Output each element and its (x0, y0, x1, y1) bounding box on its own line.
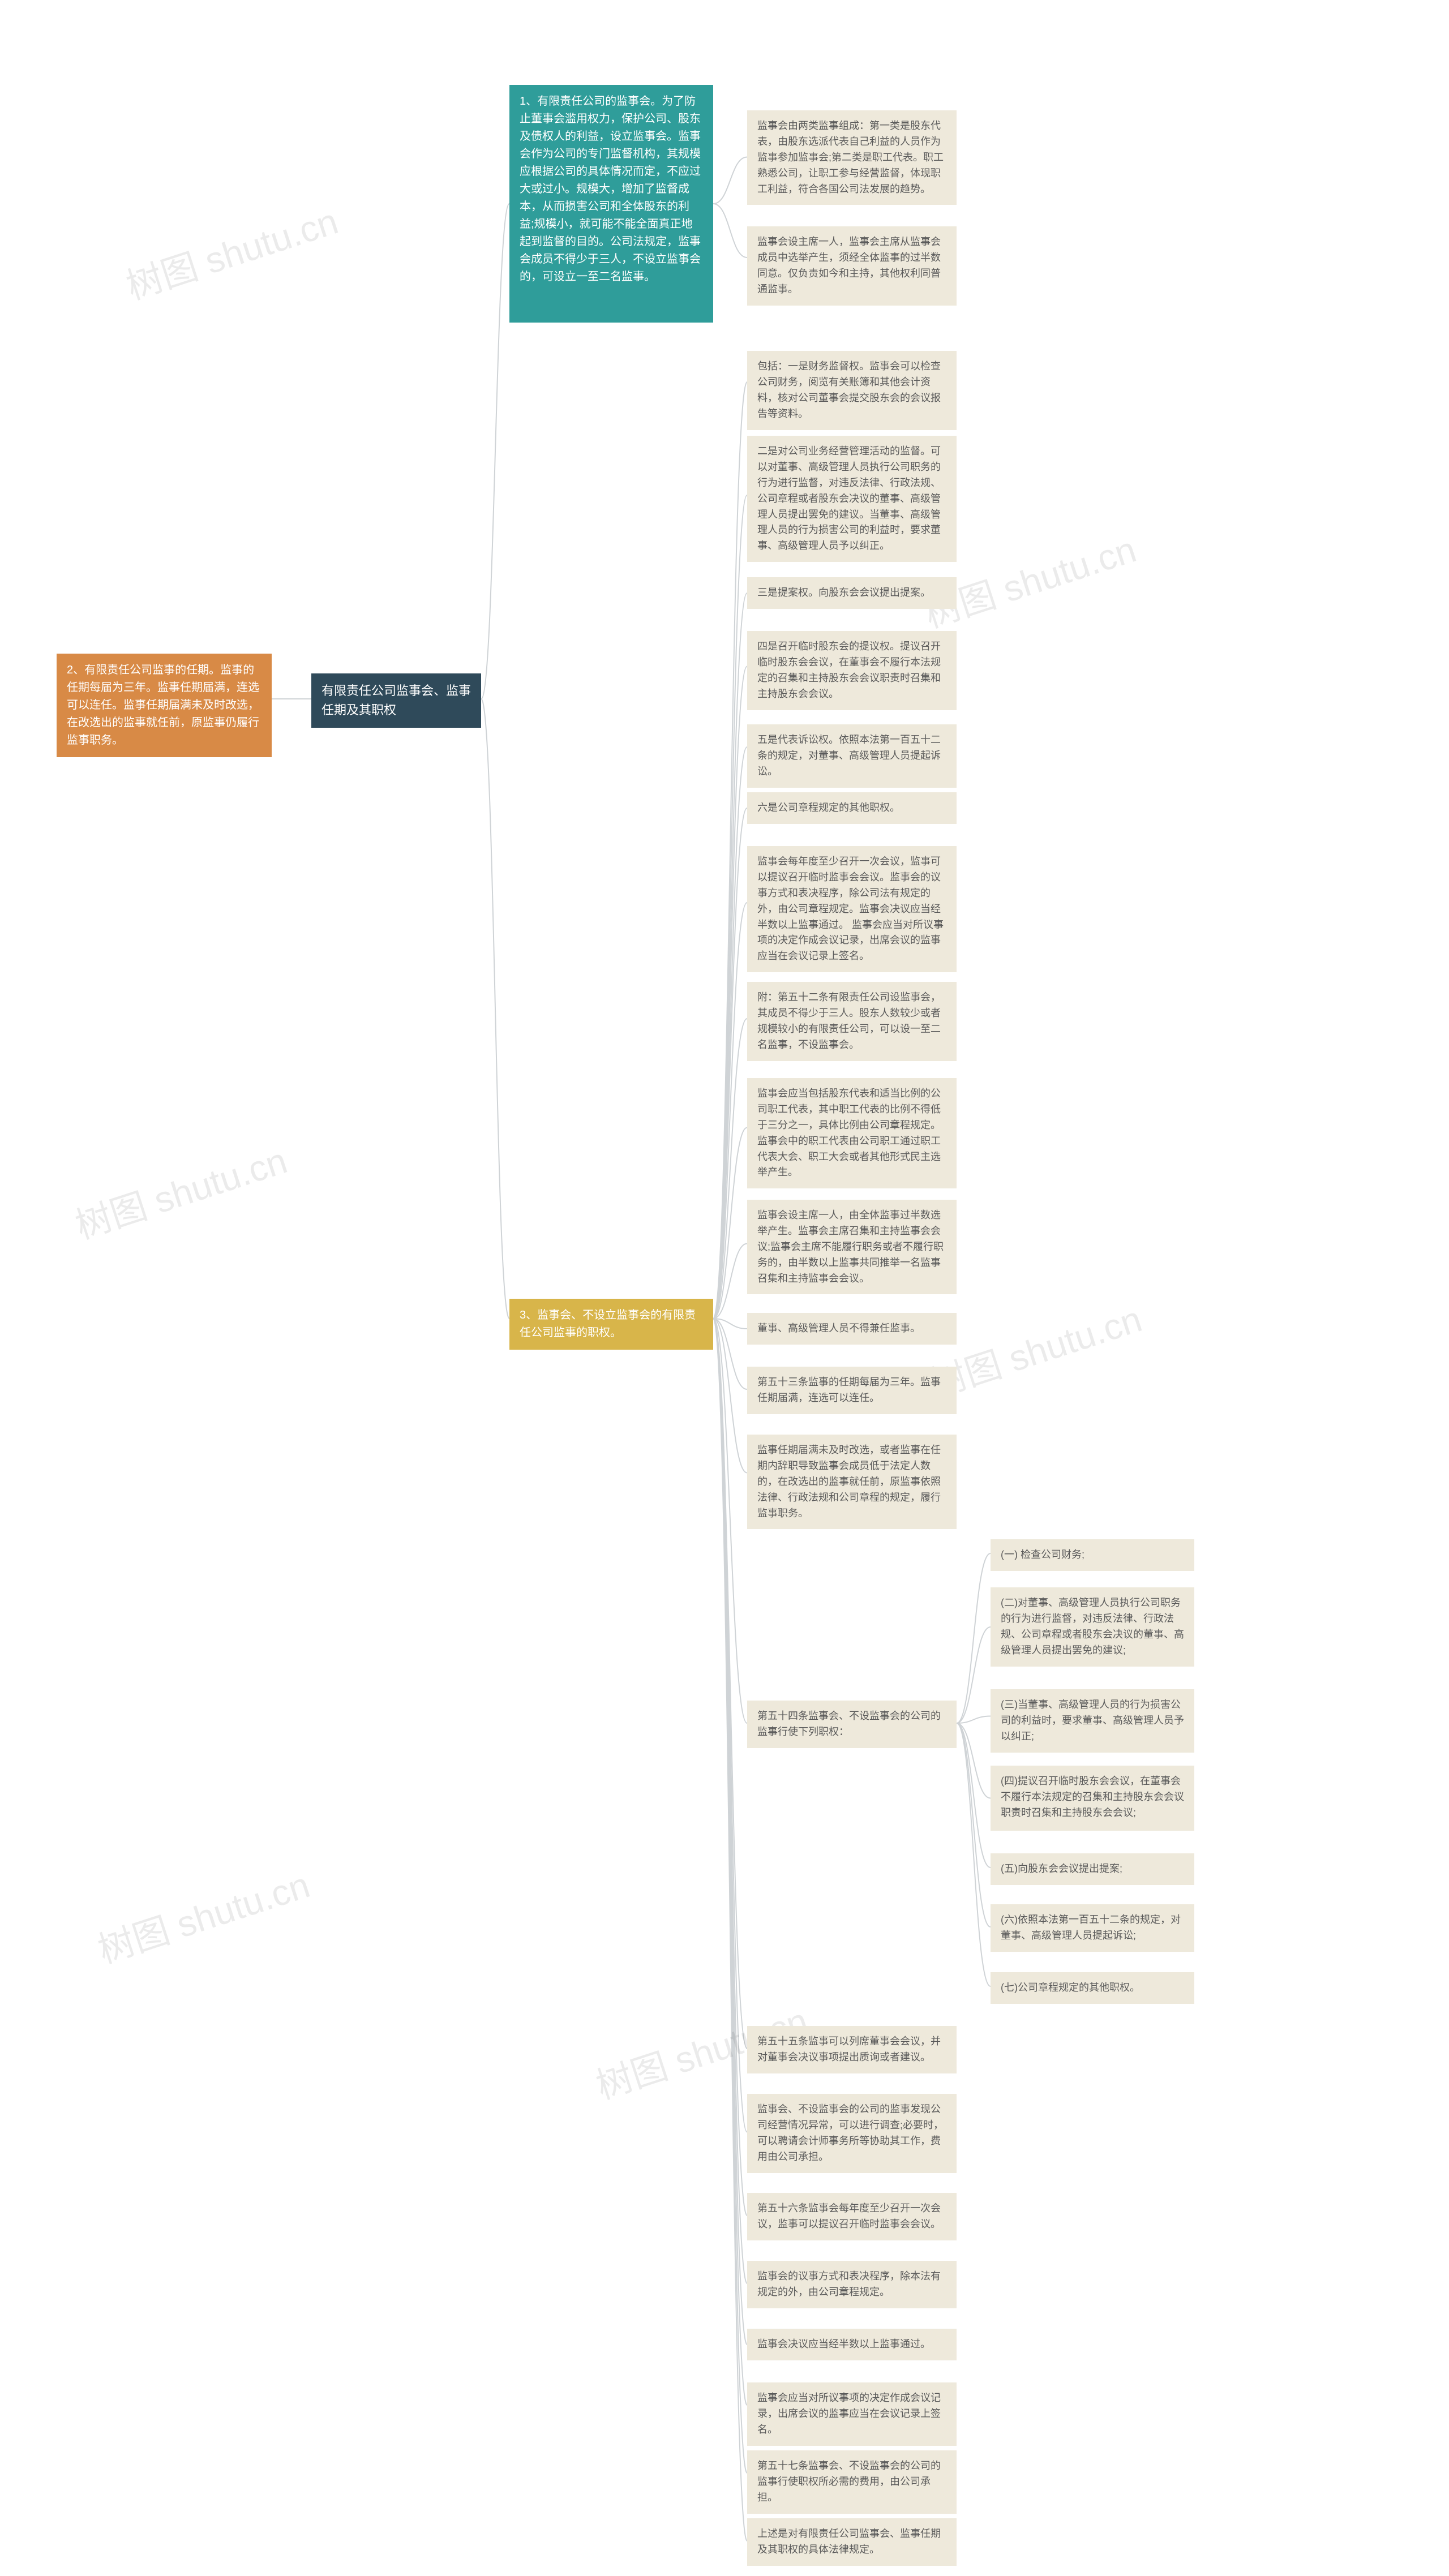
leaf-node-c21[interactable]: 第五十七条监事会、不设监事会的公司的监事行使职权所必需的费用，由公司承担。 (747, 2450, 957, 2514)
leaf-node-c04[interactable]: 四是召开临时股东会的提议权。提议召开临时股东会会议，在董事会不履行本法规定的召集… (747, 631, 957, 710)
leaf-node-d2[interactable]: (二)对董事、高级管理人员执行公司职务的行为进行监督，对违反法律、行政法规、公司… (991, 1587, 1194, 1667)
leaf-node-c05[interactable]: 五是代表诉讼权。依照本法第一百五十二条的规定，对董事、高级管理人员提起诉讼。 (747, 724, 957, 788)
leaf-node-d5[interactable]: (五)向股东会会议提出提案; (991, 1853, 1194, 1885)
branch-node-b3[interactable]: 3、监事会、不设立监事会的有限责任公司监事的职权。 (509, 1299, 713, 1350)
leaf-node-c19[interactable]: 监事会决议应当经半数以上监事通过。 (747, 2329, 957, 2360)
leaf-node-c06[interactable]: 六是公司章程规定的其他职权。 (747, 792, 957, 824)
leaf-node-c18[interactable]: 监事会的议事方式和表决程序，除本法有规定的外，由公司章程规定。 (747, 2261, 957, 2308)
leaf-node-c17[interactable]: 第五十六条监事会每年度至少召开一次会议，监事可以提议召开临时监事会会议。 (747, 2193, 957, 2240)
leaf-node-c16[interactable]: 监事会、不设监事会的公司的监事发现公司经营情况异常，可以进行调查;必要时，可以聘… (747, 2094, 957, 2173)
branch-node-b1[interactable]: 1、有限责任公司的监事会。为了防止董事会滥用权力，保护公司、股东及债权人的利益，… (509, 85, 713, 323)
leaf-node-b1c2[interactable]: 监事会设主席一人，监事会主席从监事会成员中选举产生，须经全体监事的过半数同意。仅… (747, 226, 957, 306)
watermark: 树图 shutu.cn (68, 1132, 293, 1249)
root-node[interactable]: 有限责任公司监事会、监事任期及其职权 (311, 673, 481, 728)
leaf-node-c09[interactable]: 监事会应当包括股东代表和适当比例的公司职工代表，其中职工代表的比例不得低于三分之… (747, 1078, 957, 1188)
leaf-node-c22[interactable]: 上述是对有限责任公司监事会、监事任期及其职权的具体法律规定。 (747, 2518, 957, 2566)
leaf-node-c11[interactable]: 董事、高级管理人员不得兼任监事。 (747, 1313, 957, 1345)
watermark: 树图 shutu.cn (119, 192, 344, 310)
leaf-node-d3[interactable]: (三)当董事、高级管理人员的行为损害公司的利益时，要求董事、高级管理人员予以纠正… (991, 1689, 1194, 1753)
leaf-node-c10[interactable]: 监事会设主席一人，由全体监事过半数选举产生。监事会主席召集和主持监事会会议;监事… (747, 1200, 957, 1294)
leaf-node-d7[interactable]: (七)公司章程规定的其他职权。 (991, 1972, 1194, 2004)
leaf-node-b1c1[interactable]: 监事会由两类监事组成：第一类是股东代表，由股东选派代表自己利益的人员作为监事参加… (747, 110, 957, 205)
leaf-node-c03[interactable]: 三是提案权。向股东会会议提出提案。 (747, 577, 957, 609)
leaf-node-c20[interactable]: 监事会应当对所议事项的决定作成会议记录，出席会议的监事应当在会议记录上签名。 (747, 2382, 957, 2446)
watermark: 树图 shutu.cn (91, 1856, 315, 1973)
leaf-node-c08[interactable]: 附：第五十二条有限责任公司设监事会，其成员不得少于三人。股东人数较少或者规模较小… (747, 982, 957, 1061)
leaf-node-c02[interactable]: 二是对公司业务经营管理活动的监督。可以对董事、高级管理人员执行公司职务的行为进行… (747, 436, 957, 562)
branch-node-b2[interactable]: 2、有限责任公司监事的任期。监事的任期每届为三年。监事任期届满，连选可以连任。监… (57, 654, 272, 757)
leaf-node-c13[interactable]: 监事任期届满未及时改选，或者监事在任期内辞职导致监事会成员低于法定人数的，在改选… (747, 1435, 957, 1529)
mindmap-canvas: 树图 shutu.cn树图 shutu.cn树图 shutu.cn树图 shut… (0, 0, 1449, 2576)
leaf-node-c01[interactable]: 包括：一是财务监督权。监事会可以检查公司财务，阅览有关账簿和其他会计资料，核对公… (747, 351, 957, 430)
leaf-node-d4[interactable]: (四)提议召开临时股东会会议，在董事会不履行本法规定的召集和主持股东会会议职责时… (991, 1766, 1194, 1831)
leaf-node-d1[interactable]: (一) 检查公司财务; (991, 1539, 1194, 1571)
leaf-node-d6[interactable]: (六)依照本法第一百五十二条的规定，对董事、高级管理人员提起诉讼; (991, 1904, 1194, 1952)
leaf-node-c14[interactable]: 第五十四条监事会、不设监事会的公司的监事行使下列职权： (747, 1701, 957, 1748)
leaf-node-c07[interactable]: 监事会每年度至少召开一次会议，监事可以提议召开临时监事会会议。监事会的议事方式和… (747, 846, 957, 972)
leaf-node-c12[interactable]: 第五十三条监事的任期每届为三年。监事任期届满，连选可以连任。 (747, 1367, 957, 1414)
leaf-node-c15[interactable]: 第五十五条监事可以列席董事会会议，并对董事会决议事项提出质询或者建议。 (747, 2026, 957, 2073)
